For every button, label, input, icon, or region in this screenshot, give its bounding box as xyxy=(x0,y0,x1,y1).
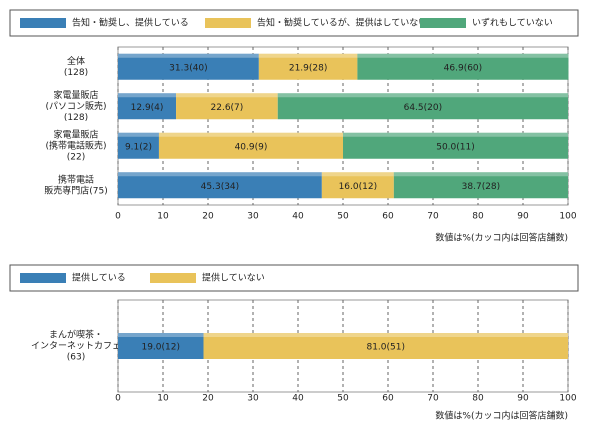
category-label: まんが喫茶・ xyxy=(49,329,103,341)
x-tick-label: 50 xyxy=(337,394,349,404)
bar-highlight xyxy=(118,333,204,337)
bar-segment xyxy=(258,53,358,80)
value-label: 22.6(7) xyxy=(211,103,244,113)
legend-swatch xyxy=(420,18,466,28)
note: 数値は%(カッコ内は回答店舗数) xyxy=(435,410,568,422)
value-label: 38.7(28) xyxy=(462,182,501,192)
value-label: 31.3(40) xyxy=(169,63,208,73)
bar-segment xyxy=(357,53,569,80)
legend-label: 告知・勧奨しているが、提供はしていない xyxy=(257,17,427,29)
category-label: (携帯電話販売) xyxy=(45,139,106,151)
x-tick-label: 60 xyxy=(382,212,394,222)
value-label: 19.0(12) xyxy=(141,343,180,353)
bar-highlight xyxy=(158,132,343,137)
category-label: 販売専門店(75) xyxy=(44,184,107,196)
x-tick-label: 70 xyxy=(427,394,439,404)
legend-swatch xyxy=(20,18,66,28)
legend-swatch xyxy=(150,273,196,283)
bar-segment xyxy=(118,333,204,359)
value-label: 64.5(20) xyxy=(404,103,443,113)
category-label: 家電量販店 xyxy=(53,89,98,101)
legend-label: いずれもしていない xyxy=(472,18,553,29)
value-label: 16.0(12) xyxy=(339,182,378,192)
x-tick-label: 70 xyxy=(427,212,439,222)
x-tick-label: 30 xyxy=(247,212,259,222)
bar-segment xyxy=(277,93,568,120)
value-label: 12.9(4) xyxy=(131,103,164,113)
bar-highlight xyxy=(118,93,177,98)
bar-highlight xyxy=(258,53,358,58)
category-label: 全体 xyxy=(67,55,85,67)
note: 数値は%(カッコ内は回答店舗数) xyxy=(435,232,568,244)
bar-segment xyxy=(118,172,322,199)
category-label: (63) xyxy=(67,353,85,363)
bar-highlight xyxy=(357,53,569,58)
bar-highlight xyxy=(118,172,322,177)
x-tick-label: 90 xyxy=(517,212,529,222)
legend-label: 提供していない xyxy=(202,272,265,284)
x-tick-label: 10 xyxy=(157,394,169,404)
category-label: (128) xyxy=(64,68,88,78)
value-label: 45.3(34) xyxy=(201,182,240,192)
bar-highlight xyxy=(393,172,568,177)
bar-segment xyxy=(393,172,568,199)
bar-highlight xyxy=(203,333,568,337)
bar-segment xyxy=(203,333,568,359)
legend-swatch xyxy=(20,273,66,283)
x-tick-label: 100 xyxy=(559,212,576,222)
bar-highlight xyxy=(176,93,278,98)
bar-highlight xyxy=(118,53,259,58)
bar-segment xyxy=(118,132,159,159)
legend-box xyxy=(9,264,579,292)
x-tick-label: 0 xyxy=(115,394,121,404)
x-tick-label: 80 xyxy=(472,394,484,404)
category-label: (22) xyxy=(67,152,85,162)
value-label: 46.9(60) xyxy=(444,63,483,73)
x-tick-label: 80 xyxy=(472,212,484,222)
category-label: (128) xyxy=(64,113,88,123)
legend-swatch xyxy=(205,18,251,28)
bar-highlight xyxy=(277,93,568,98)
x-tick-label: 10 xyxy=(157,212,169,222)
bar-segment xyxy=(118,53,259,80)
bar-segment xyxy=(118,93,177,120)
bar-highlight xyxy=(321,172,394,177)
value-label: 81.0(51) xyxy=(366,343,405,353)
bar-segment xyxy=(321,172,394,199)
bar-segment xyxy=(176,93,278,120)
x-tick-label: 30 xyxy=(247,394,259,404)
x-tick-label: 50 xyxy=(337,212,349,222)
value-label: 21.9(28) xyxy=(289,63,328,73)
category-label: 携帯電話 xyxy=(58,173,94,185)
x-tick-label: 90 xyxy=(517,394,529,404)
legend-box xyxy=(9,9,579,37)
x-tick-label: 0 xyxy=(115,212,121,222)
x-tick-label: 40 xyxy=(292,394,304,404)
x-tick-label: 60 xyxy=(382,394,394,404)
legend-label: 告知・勧奨し、提供している xyxy=(72,17,189,29)
category-label: (パソコン販売) xyxy=(45,100,106,112)
value-label: 50.0(11) xyxy=(436,142,475,152)
x-tick-label: 20 xyxy=(202,394,214,404)
bar-segment xyxy=(158,132,343,159)
x-tick-label: 100 xyxy=(559,394,576,404)
category-label: 家電量販店 xyxy=(53,128,98,140)
x-tick-label: 20 xyxy=(202,212,214,222)
legend-label: 提供している xyxy=(72,272,126,284)
bar-highlight xyxy=(118,132,159,137)
category-label: インターネットカフェ xyxy=(31,341,121,352)
value-label: 9.1(2) xyxy=(125,142,152,152)
bar-highlight xyxy=(343,132,568,137)
x-tick-label: 40 xyxy=(292,212,304,222)
bar-segment xyxy=(343,132,568,159)
value-label: 40.9(9) xyxy=(235,142,268,152)
